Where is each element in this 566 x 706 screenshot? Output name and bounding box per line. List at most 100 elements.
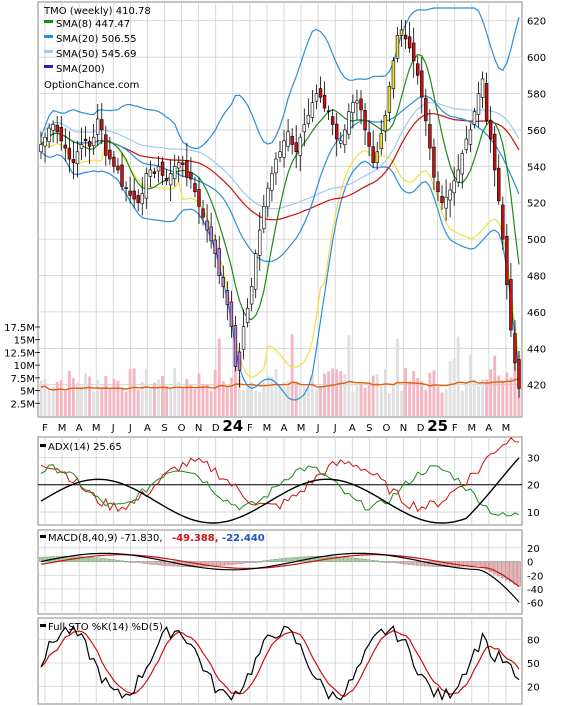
candle-body xyxy=(274,158,278,174)
legend-sma8: SMA(8) 447.47 xyxy=(56,19,130,30)
candle-body xyxy=(326,110,331,113)
sto-label: Full STO %K(14) %D(5) xyxy=(48,622,163,633)
candle-body xyxy=(420,70,424,98)
axis-tick: 20 xyxy=(527,481,540,492)
volume-bar xyxy=(513,329,517,416)
macd-histogram-bar xyxy=(517,561,521,587)
adx-grid xyxy=(38,437,522,525)
volume-bar xyxy=(505,372,509,416)
volume-bar xyxy=(100,387,104,416)
envelope-line xyxy=(40,138,520,379)
volume-bar xyxy=(383,368,387,416)
macd-histogram-bar xyxy=(460,561,465,567)
volume-bar xyxy=(290,334,294,416)
macd-histogram-bar xyxy=(505,561,509,581)
candle-body xyxy=(282,140,286,158)
price-tick: 520 xyxy=(527,199,546,210)
candle-body xyxy=(278,151,282,158)
macd-histogram-bar xyxy=(87,557,92,562)
month-label: S xyxy=(366,423,372,434)
macd-histogram-bar xyxy=(79,556,84,562)
candle-body xyxy=(456,169,460,183)
candle-body xyxy=(335,123,339,140)
axis-tick: -60 xyxy=(527,599,543,610)
volume-bar xyxy=(489,369,493,416)
macd-histogram-bar xyxy=(59,556,64,562)
volume-bar xyxy=(412,370,416,416)
macd-histogram-bar xyxy=(371,559,375,562)
volume-bar xyxy=(302,386,306,416)
volume-bar xyxy=(108,389,112,416)
macd-histogram-bar xyxy=(152,561,157,565)
macd-histogram-bar xyxy=(100,558,104,562)
macd-histogram-bar xyxy=(387,561,392,563)
candle-body xyxy=(96,118,100,135)
volume-bar xyxy=(116,380,120,416)
watermark: OptionChance.com xyxy=(44,80,139,91)
volume-bar xyxy=(177,381,181,416)
month-label: D xyxy=(417,423,425,434)
volume-tick: 12.5M xyxy=(4,348,35,359)
candle-body xyxy=(221,277,225,287)
volume-tick: 7.5M xyxy=(10,374,35,385)
month-label: M xyxy=(92,423,101,434)
month-label: A xyxy=(485,423,492,434)
volume-bar xyxy=(233,336,237,416)
macd-histogram-bar xyxy=(298,556,303,562)
candle-body xyxy=(47,127,51,143)
macd-histogram-bar xyxy=(221,561,226,566)
candle-body xyxy=(359,98,363,111)
candle-body xyxy=(464,138,469,150)
macd-signal-line xyxy=(40,554,520,587)
candle-body xyxy=(497,167,501,202)
volume-bar xyxy=(331,368,335,416)
volume-bar xyxy=(144,368,148,416)
candle-body xyxy=(104,134,108,156)
candle-body xyxy=(517,359,521,389)
price-axis-ticks: 620 600 580 560 540 520 500 480 460 440 420 xyxy=(527,17,546,392)
axis-tick: 80 xyxy=(527,636,540,647)
candle-body xyxy=(120,164,124,187)
legend-swatch-sma200 xyxy=(44,65,53,68)
volume-bar xyxy=(327,371,331,416)
macd-histogram-bar xyxy=(375,560,379,562)
volume-bar xyxy=(497,375,501,416)
macd-histogram-bar xyxy=(411,561,416,566)
candle-body xyxy=(100,119,104,131)
candle-body xyxy=(253,253,258,290)
volume-bar xyxy=(400,390,403,416)
price-tick: 600 xyxy=(527,53,546,64)
volume-tick: 5M xyxy=(20,387,35,398)
macd-histogram-bar xyxy=(496,561,501,577)
volume-bar xyxy=(432,370,436,416)
volume-bar xyxy=(375,374,379,416)
month-label: N xyxy=(400,423,407,434)
volume-bar xyxy=(92,391,96,416)
axis-tick: 10 xyxy=(527,508,540,519)
volume-bar xyxy=(460,390,464,416)
macd-histogram-bar xyxy=(108,558,112,562)
volume-bar xyxy=(229,377,233,416)
month-label: J xyxy=(333,423,337,434)
volume-bar xyxy=(96,380,100,416)
candle-body xyxy=(181,162,185,165)
macd-axis-ticks: 20 0 -20 -40 -60 xyxy=(527,544,543,610)
candle-body xyxy=(237,351,242,371)
macd-histogram-bar xyxy=(334,556,339,562)
axis-tick: 0 xyxy=(527,558,533,569)
volume-bar xyxy=(47,390,51,416)
volume-bar xyxy=(408,381,412,416)
macd-histogram-bar xyxy=(403,561,408,565)
volume-tick: 10M xyxy=(14,361,35,372)
candle-body xyxy=(124,187,128,189)
candle-body xyxy=(343,129,347,146)
sma8-line xyxy=(40,53,520,321)
candle-body xyxy=(383,115,388,132)
macd-histogram-bar xyxy=(274,559,278,562)
candle-body xyxy=(87,141,92,147)
candle-body xyxy=(140,193,144,204)
volume-tick: 2.5M xyxy=(10,399,35,410)
adx-di-plus-line xyxy=(40,464,520,517)
